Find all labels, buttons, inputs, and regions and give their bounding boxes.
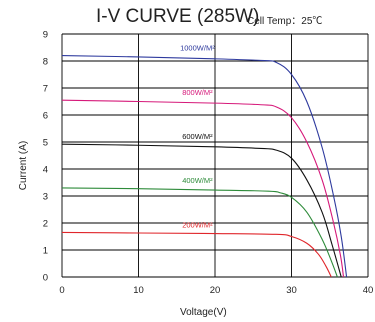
chart-title: I-V CURVE (285W)	[96, 6, 260, 27]
series-label: 200W/M²	[182, 220, 213, 229]
series-line	[61, 99, 345, 278]
y-tick-label: 2	[43, 219, 48, 230]
y-tick-label: 1	[43, 246, 48, 257]
x-tick-label: 10	[133, 285, 144, 296]
y-tick-label: 0	[43, 273, 48, 284]
series-label: 400W/M²	[182, 176, 213, 185]
y-tick-label: 4	[43, 165, 48, 176]
y-tick-label: 7	[43, 84, 48, 95]
x-tick-label: 0	[59, 285, 64, 296]
x-tick-label: 20	[210, 285, 221, 296]
series-label: 600W/M²	[182, 132, 213, 141]
series-label: 800W/M²	[182, 88, 213, 97]
series-line	[61, 55, 348, 278]
grid	[61, 33, 369, 278]
x-tick-label: 40	[363, 285, 374, 296]
x-axis-label: Voltage(V)	[180, 307, 227, 318]
series-line	[61, 187, 338, 278]
series-lines	[61, 55, 348, 278]
y-tick-label: 3	[43, 192, 48, 203]
chart-subtitle: Cell Temp：25℃	[247, 16, 323, 27]
axis-ticks: 0 1 2 3 4 5 6 7 8 9 0 10 20 30 40	[43, 30, 374, 297]
y-tick-label: 8	[43, 57, 48, 68]
series-label: 1000W/M²	[180, 44, 215, 53]
y-tick-label: 5	[43, 138, 48, 149]
y-tick-label: 6	[43, 111, 48, 122]
series-line	[61, 231, 332, 278]
x-tick-label: 30	[286, 285, 297, 296]
y-axis-label: Current (A)	[18, 140, 30, 191]
y-tick-label: 9	[43, 30, 48, 41]
series-line	[61, 143, 342, 278]
series-labels: 1000W/M² 800W/M² 600W/M² 400W/M² 200W/M²	[180, 44, 215, 230]
